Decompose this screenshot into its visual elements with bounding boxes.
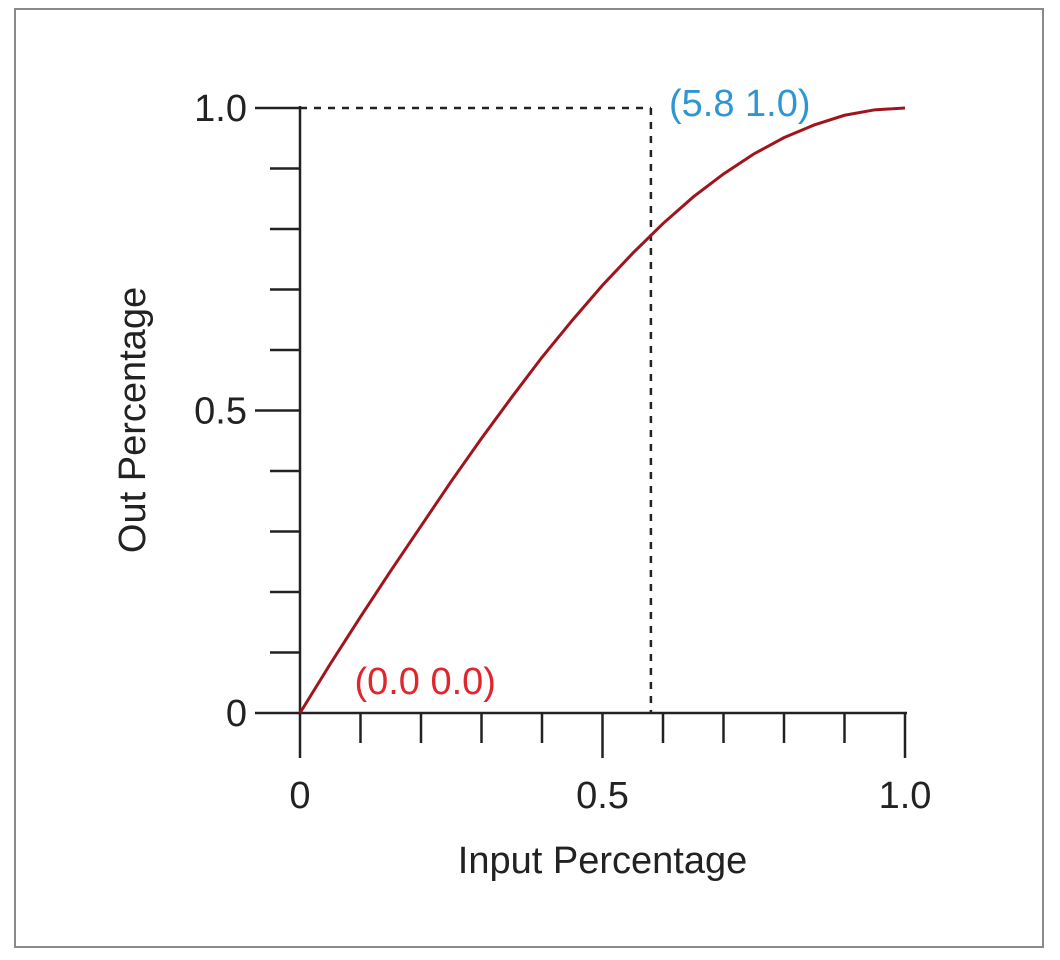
chart-frame — [14, 8, 1044, 948]
tick-labels: 0 0.5 1.0 0 0.5 1.0 — [194, 88, 931, 817]
x-tick-label: 0 — [289, 775, 310, 817]
annotation-endpoint: (5.8 1.0) — [669, 83, 811, 125]
x-tick-label: 1.0 — [879, 775, 932, 817]
x-axis-title: Input Percentage — [458, 840, 747, 882]
y-tick-label: 0 — [226, 693, 247, 735]
y-tick-label: 1.0 — [194, 88, 247, 130]
ticks — [255, 106, 907, 758]
y-tick-label: 0.5 — [194, 391, 247, 433]
x-tick-label: 0.5 — [576, 775, 629, 817]
series-line — [298, 106, 906, 714]
axes — [255, 106, 907, 758]
y-axis-title: Out Percentage — [112, 287, 154, 553]
annotation-origin: (0.0 0.0) — [354, 661, 496, 703]
reference-lines — [300, 106, 653, 713]
